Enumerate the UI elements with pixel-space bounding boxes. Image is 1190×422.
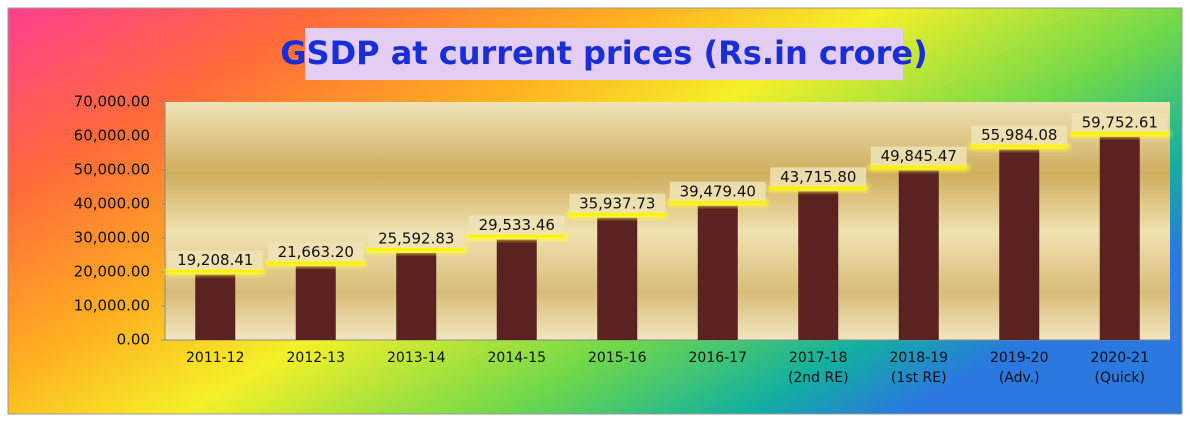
bar — [898, 170, 939, 340]
label-bg — [167, 250, 264, 270]
bar — [496, 239, 537, 340]
bar — [1099, 136, 1140, 340]
y-tick-label: 10,000.00 — [74, 297, 150, 315]
label-bg — [971, 125, 1068, 145]
x-tick-label: 2016-17 — [688, 350, 748, 366]
label-bg — [669, 181, 766, 201]
bar — [295, 266, 336, 340]
x-tick-label: 2017-18 (2nd RE) — [787, 350, 849, 386]
bar — [195, 274, 236, 340]
label-glow-core — [971, 144, 1068, 148]
x-tick-label-box: 2012-13 — [286, 350, 346, 366]
title-box — [305, 28, 903, 80]
x-tick-label-box: 2015-16 — [588, 350, 647, 366]
data-label: 25,592.83 — [378, 229, 454, 247]
x-tick-label-box: 2011-12 — [186, 350, 245, 366]
label-glow-core — [669, 200, 766, 204]
x-tick-label-box: 2020-21 (Quick) — [1090, 350, 1150, 386]
label-bg — [468, 215, 565, 235]
data-label: 21,663.20 — [278, 243, 354, 261]
x-tick-label: 2012-13 — [286, 350, 346, 366]
data-label: 55,984.08 — [981, 126, 1057, 144]
data-label: 43,715.80 — [780, 168, 856, 186]
y-tick-label: 70,000.00 — [74, 93, 150, 111]
label-glow-core — [368, 247, 465, 251]
data-label: 59,752.61 — [1082, 113, 1158, 131]
label-glow-core — [167, 269, 264, 273]
x-tick-label-box: 2018-19 (1st RE) — [889, 350, 949, 386]
label-bg — [267, 242, 364, 262]
label-glow-core — [267, 261, 364, 265]
x-tick-label: 2018-19 (1st RE) — [889, 350, 949, 386]
label-glow-core — [468, 234, 565, 238]
label-bg — [569, 193, 666, 213]
data-label: 35,937.73 — [579, 194, 655, 212]
x-tick-label-box: 2017-18 (2nd RE) — [787, 350, 849, 386]
x-tick-label: 2014-15 — [487, 350, 547, 366]
bar — [597, 217, 638, 340]
y-tick-label: 50,000.00 — [74, 161, 150, 179]
x-tick-label: 2019-20 (Adv.) — [990, 350, 1049, 386]
label-glow-core — [870, 165, 967, 169]
x-tick-label: 2011-12 — [186, 350, 245, 366]
label-bg — [770, 167, 867, 187]
bar — [798, 191, 839, 340]
label-bg — [1071, 112, 1168, 132]
data-label: 49,845.47 — [881, 147, 957, 165]
data-label: 39,479.40 — [680, 182, 756, 200]
data-label: 19,208.41 — [177, 251, 253, 269]
y-tick-label: 40,000.00 — [74, 195, 150, 213]
data-label: 29,533.46 — [479, 216, 555, 234]
bar — [697, 205, 738, 340]
x-tick-label: 2015-16 — [588, 350, 647, 366]
x-tick-label: 2020-21 (Quick) — [1090, 350, 1150, 386]
x-tick-label-box: 2014-15 — [487, 350, 547, 366]
label-glow-core — [770, 186, 867, 190]
x-tick-label: 2013-14 — [387, 350, 446, 366]
label-glow-core — [569, 212, 666, 216]
x-tick-label-box: 2019-20 (Adv.) — [990, 350, 1049, 386]
bar — [999, 149, 1040, 340]
y-tick-label: 30,000.00 — [74, 229, 150, 247]
y-tick-label: 0.00 — [117, 331, 150, 349]
label-bg — [870, 146, 967, 166]
y-tick-label: 60,000.00 — [74, 127, 150, 145]
chart-title: GSDP at current prices (Rs.in crore) — [280, 34, 927, 72]
y-tick-label: 20,000.00 — [74, 263, 150, 281]
x-tick-label-box: 2016-17 — [688, 350, 748, 366]
label-glow-core — [1071, 131, 1168, 135]
bar — [396, 252, 437, 340]
label-bg — [368, 228, 465, 248]
x-tick-label-box: 2013-14 — [387, 350, 446, 366]
